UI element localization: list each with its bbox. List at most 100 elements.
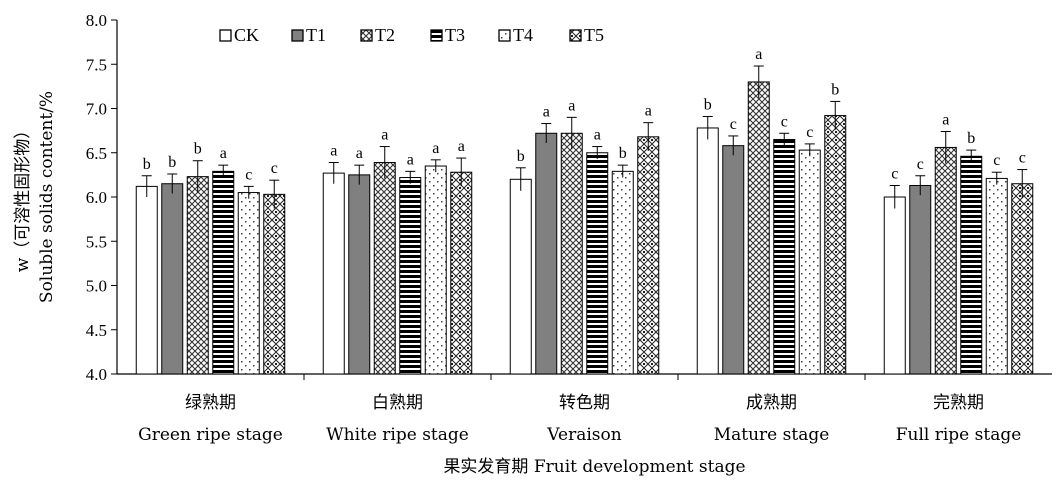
- y-tick-label: 4.5: [86, 321, 107, 340]
- y-tick-label: 4.0: [86, 365, 107, 384]
- bar-t3: [399, 177, 422, 375]
- y-tick-label: 6.0: [86, 188, 107, 207]
- legend-label: T1: [306, 25, 326, 45]
- y-axis-title-cn: w（可溶性固形物）: [13, 122, 33, 273]
- significance-letter: b: [831, 81, 839, 98]
- category-label-en: Green ripe stage: [138, 425, 283, 445]
- bar-ck: [883, 196, 906, 375]
- significance-letter: a: [755, 46, 762, 63]
- bar-t1: [348, 174, 371, 375]
- bar-t3: [960, 155, 983, 375]
- bar-t2: [560, 132, 583, 375]
- bar-t2: [186, 176, 209, 375]
- significance-letter: c: [917, 156, 924, 173]
- category-label-en: Veraison: [546, 425, 621, 445]
- bar-t1: [535, 132, 558, 375]
- bar-t5: [450, 171, 473, 375]
- bar-ck: [509, 178, 532, 375]
- significance-letter: a: [645, 103, 652, 120]
- bar-t2: [934, 146, 957, 375]
- legend-item-t2: T2: [360, 25, 395, 45]
- significance-letter: a: [407, 151, 414, 168]
- significance-letter: b: [704, 96, 712, 113]
- significance-letter: c: [245, 166, 252, 183]
- legend-label: CK: [234, 25, 259, 45]
- legend-swatch: [291, 29, 304, 42]
- y-tick-label: 5.0: [86, 277, 107, 296]
- significance-letter: b: [143, 156, 151, 173]
- y-axis-title: w（可溶性固形物） Soluble solids content/%: [13, 91, 57, 303]
- category-label-cn: 完熟期: [933, 392, 984, 413]
- bar-t3: [773, 138, 796, 375]
- category-label-en: Full ripe stage: [896, 425, 1022, 445]
- y-tick-label: 8.0: [86, 11, 107, 30]
- legend-item-ck: CK: [219, 25, 259, 45]
- bar-t2: [373, 161, 396, 375]
- significance-letter: a: [458, 138, 465, 155]
- y-tick-label: 7.5: [86, 55, 107, 74]
- legend-swatch: [219, 29, 232, 42]
- significance-letter: c: [730, 116, 737, 133]
- bar-t4: [237, 192, 260, 375]
- significance-letter: a: [568, 97, 575, 114]
- bar-t5: [824, 115, 847, 375]
- significance-letter: b: [168, 154, 176, 171]
- bar-t4: [985, 177, 1008, 375]
- category-label-cn: 绿熟期: [185, 392, 236, 413]
- y-axis-title-en: Soluble solids content/%: [37, 91, 57, 303]
- significance-letter: c: [781, 113, 788, 130]
- category-label-cn: 成熟期: [746, 392, 797, 413]
- category-label-cn: 转色期: [559, 393, 610, 413]
- legend-item-t3: T3: [430, 25, 465, 45]
- significance-letter: c: [271, 160, 278, 177]
- significance-letter: a: [594, 127, 601, 144]
- legend-label: T4: [513, 25, 533, 45]
- legend-swatch: [430, 29, 443, 42]
- significance-letter: a: [356, 145, 363, 162]
- legend-label: T3: [445, 25, 465, 45]
- legend-swatch: [569, 29, 582, 42]
- bar-t5: [1011, 183, 1034, 375]
- significance-letter: a: [330, 142, 337, 159]
- category-label-cn: 白熟期: [372, 392, 423, 413]
- legend: CK T1 T2 T3 T4 T5: [219, 25, 604, 45]
- significance-letter: a: [381, 127, 388, 144]
- significance-letter: a: [220, 145, 227, 162]
- legend-swatch: [360, 29, 373, 42]
- x-axis-title: 果实发育期 Fruit development stage: [443, 457, 745, 477]
- bar-t3: [586, 152, 609, 375]
- bar-t2: [747, 81, 770, 375]
- legend-item-t4: T4: [498, 25, 533, 45]
- significance-letter: b: [619, 145, 627, 162]
- bar-t1: [722, 145, 745, 375]
- significance-letter: b: [517, 148, 525, 165]
- significance-letter: c: [806, 124, 813, 141]
- bar-t1: [161, 183, 184, 375]
- significance-letter: c: [993, 152, 1000, 169]
- y-tick-label: 5.5: [86, 232, 107, 251]
- y-tick-label: 6.5: [86, 144, 107, 163]
- significance-letter: b: [194, 141, 202, 158]
- bar-ck: [322, 172, 345, 375]
- bar-t5: [263, 193, 286, 375]
- significance-letter: c: [891, 165, 898, 182]
- legend-swatch: [498, 29, 511, 42]
- category-labels: 绿熟期 Green ripe stage 白熟期 White ripe stage 转色…: [138, 374, 1021, 445]
- significance-letter: a: [543, 104, 550, 121]
- bar-ck: [135, 185, 158, 375]
- legend-item-t5: T5: [569, 25, 604, 45]
- significance-letter: a: [942, 112, 949, 129]
- bar-t1: [909, 184, 932, 375]
- significance-letter: c: [1019, 150, 1026, 167]
- significance-letter: a: [432, 140, 439, 157]
- category-label-en: Mature stage: [714, 425, 830, 445]
- bar-t4: [798, 149, 821, 375]
- bar-t5: [637, 136, 660, 375]
- bar-t3: [212, 170, 235, 375]
- bar-t4: [424, 165, 447, 375]
- bar-ck: [696, 127, 719, 375]
- legend-label: T5: [584, 25, 604, 45]
